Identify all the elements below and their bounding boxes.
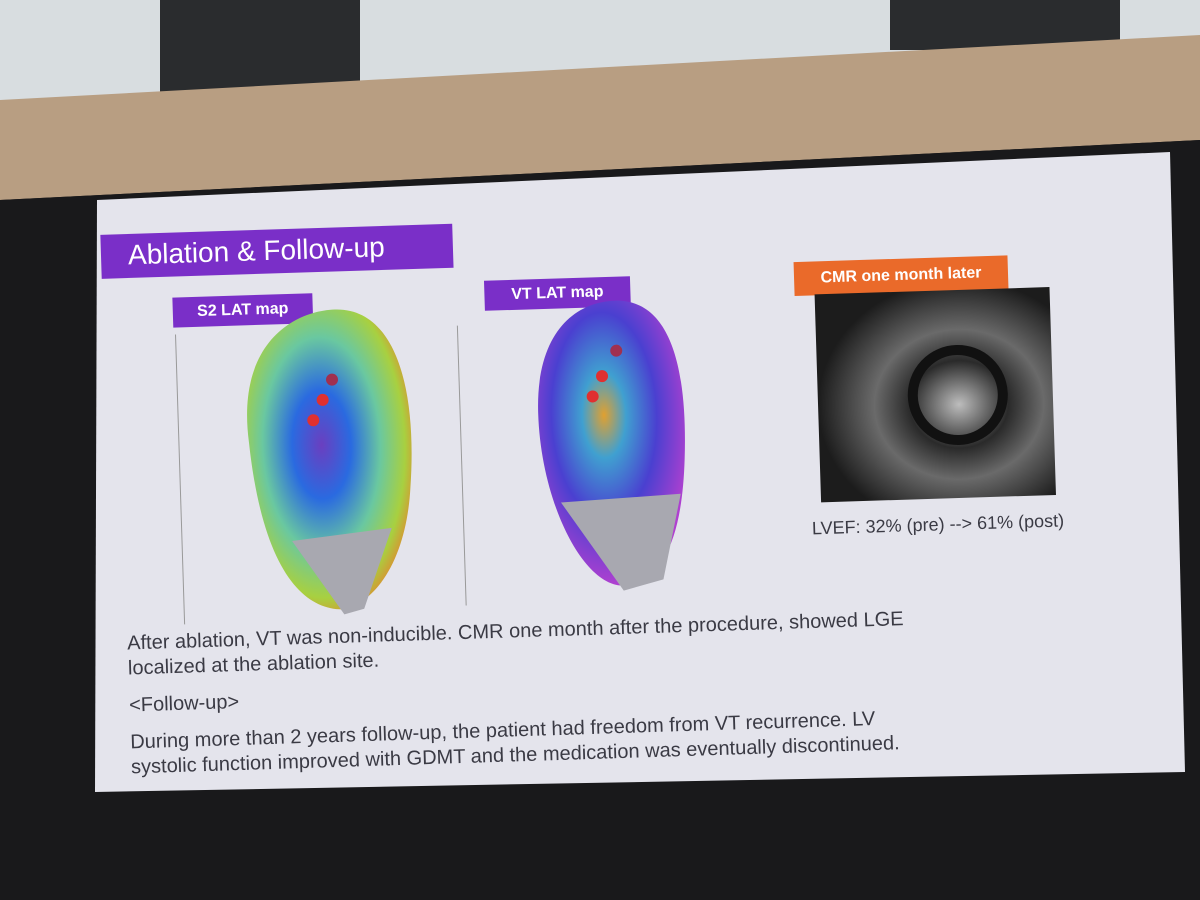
panel-label (172, 293, 314, 328)
panel-label (793, 255, 1009, 297)
panel-label (483, 276, 631, 311)
ablation-point (307, 414, 320, 427)
slide-content: Ablation & Follow-up S2 LAT map VT LAT m… (100, 223, 1064, 778)
lat-map-base (292, 527, 392, 615)
title-bar (100, 223, 454, 279)
divider (456, 325, 467, 606)
cmr-image (814, 287, 1056, 503)
ablation-point (596, 370, 609, 383)
panel-label-text: S2 LAT map (197, 300, 289, 320)
ablation-point (316, 393, 329, 406)
ablation-point (586, 390, 599, 403)
panel-label-text: VT LAT map (511, 283, 604, 303)
ablation-point (326, 373, 339, 386)
ceiling-beam (0, 35, 1200, 200)
cmr-ventricle (907, 344, 1008, 445)
lat-map-base (560, 493, 681, 591)
ablation-point (610, 344, 623, 357)
panel-label-text: CMR one month later (820, 264, 981, 286)
window-panel (160, 0, 360, 92)
subheading: <Follow-up> (129, 691, 240, 716)
divider (175, 334, 186, 625)
